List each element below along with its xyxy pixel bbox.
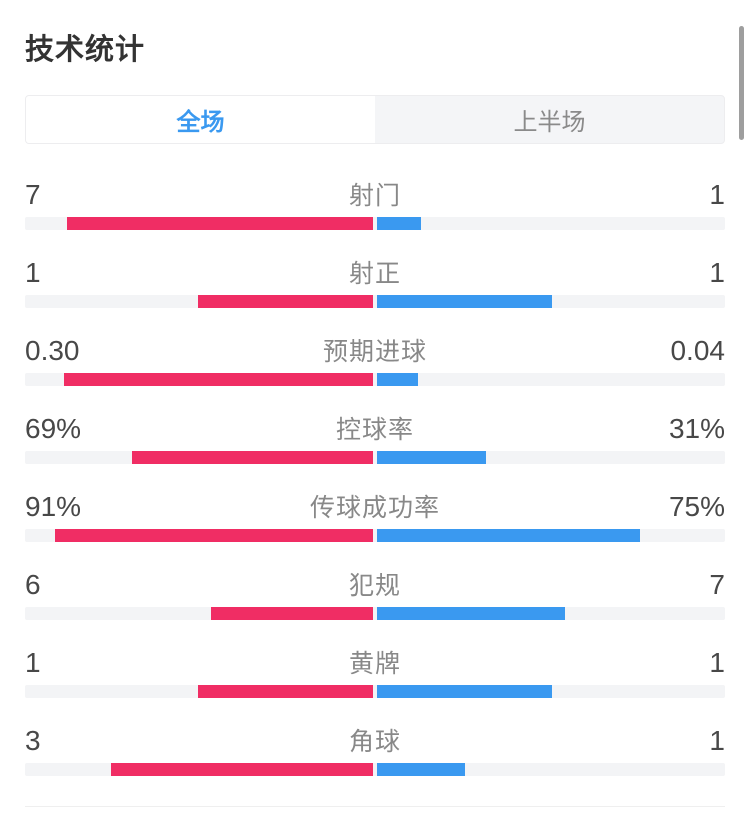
stat-row-shots: 7 射门 1 xyxy=(0,180,750,230)
away-value: 1 xyxy=(709,179,725,210)
stat-row-fouls: 6 犯规 7 xyxy=(0,570,750,620)
stat-bar-track xyxy=(25,763,725,776)
away-value: 1 xyxy=(709,647,725,678)
stat-bar-track xyxy=(25,529,725,542)
stat-row-expected-goals: 0.30 预期进球 0.04 xyxy=(0,336,750,386)
away-value: 1 xyxy=(709,725,725,756)
stat-bar-track xyxy=(25,607,725,620)
tab-full-match[interactable]: 全场 xyxy=(26,96,375,143)
home-value: 7 xyxy=(25,179,41,210)
home-value: 3 xyxy=(25,725,41,756)
stat-bar-track xyxy=(25,217,725,230)
away-bar xyxy=(377,685,552,698)
away-bar xyxy=(377,763,465,776)
home-value: 0.30 xyxy=(25,335,80,366)
away-value: 7 xyxy=(709,569,725,600)
stats-list: 7 射门 1 1 射正 1 0.30 预期进球 0.04 xyxy=(0,180,750,776)
stat-label: 射正 xyxy=(348,260,401,288)
stat-bar-track xyxy=(25,373,725,386)
away-value: 31% xyxy=(668,413,725,444)
away-bar xyxy=(377,607,566,620)
stat-bar-track xyxy=(25,685,725,698)
stat-row-corners: 3 角球 1 xyxy=(0,726,750,776)
away-bar xyxy=(377,529,640,542)
home-bar xyxy=(198,685,373,698)
home-bar xyxy=(211,607,373,620)
away-bar xyxy=(377,451,486,464)
home-bar xyxy=(198,295,373,308)
stat-row-possession: 69% 控球率 31% xyxy=(0,414,750,464)
away-bar xyxy=(377,217,421,230)
page-title: 技术统计 xyxy=(25,34,146,66)
away-value: 1 xyxy=(709,257,725,288)
away-value: 0.04 xyxy=(670,335,725,366)
home-bar xyxy=(110,763,373,776)
stat-label: 预期进球 xyxy=(322,338,427,366)
tab-first-half[interactable]: 上半场 xyxy=(513,109,586,136)
stat-row-yellow-cards: 1 黄牌 1 xyxy=(0,648,750,698)
stat-row-pass-accuracy: 91% 传球成功率 75% xyxy=(0,492,750,542)
home-bar xyxy=(66,217,373,230)
home-bar xyxy=(64,373,373,386)
stat-label: 角球 xyxy=(348,728,401,756)
stat-row-shots-on-target: 1 射正 1 xyxy=(0,258,750,308)
away-value: 75% xyxy=(668,491,725,522)
period-tabs: 全场 上半场 xyxy=(25,95,725,144)
home-bar xyxy=(131,451,373,464)
scrollbar-thumb[interactable] xyxy=(739,26,744,140)
stat-label: 传球成功率 xyxy=(309,494,440,522)
home-bar xyxy=(54,529,373,542)
home-value: 69% xyxy=(25,413,82,444)
away-bar xyxy=(377,295,552,308)
bottom-divider xyxy=(25,806,725,807)
stat-label: 黄牌 xyxy=(348,650,401,678)
stat-label: 犯规 xyxy=(348,572,401,600)
stat-bar-track xyxy=(25,451,725,464)
home-value: 1 xyxy=(25,257,41,288)
stat-label: 控球率 xyxy=(335,416,414,444)
stat-bar-track xyxy=(25,295,725,308)
stat-label: 射门 xyxy=(348,182,401,210)
away-bar xyxy=(377,373,419,386)
home-value: 91% xyxy=(25,491,82,522)
home-value: 6 xyxy=(25,569,41,600)
home-value: 1 xyxy=(25,647,41,678)
